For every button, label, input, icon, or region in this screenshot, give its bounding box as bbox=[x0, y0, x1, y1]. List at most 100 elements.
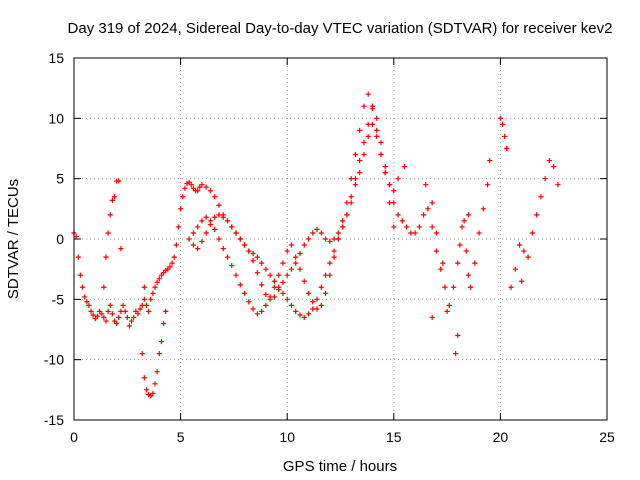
data-point bbox=[446, 302, 452, 308]
data-point bbox=[305, 236, 312, 242]
data-point bbox=[109, 197, 115, 203]
x-tick-label: 20 bbox=[493, 429, 509, 445]
data-point bbox=[280, 290, 286, 296]
data-point bbox=[186, 236, 192, 242]
data-point bbox=[504, 145, 510, 152]
data-point bbox=[399, 218, 405, 224]
data-point bbox=[154, 369, 160, 375]
data-point bbox=[340, 218, 346, 224]
data-point bbox=[103, 318, 109, 324]
series-spike-2h bbox=[101, 178, 122, 290]
data-point bbox=[284, 248, 290, 254]
data-point bbox=[101, 284, 107, 290]
data-point bbox=[124, 314, 130, 321]
data-point bbox=[472, 260, 478, 266]
data-point bbox=[131, 314, 137, 321]
data-point bbox=[305, 311, 312, 317]
data-point bbox=[254, 254, 260, 260]
y-tick-label: 5 bbox=[56, 171, 64, 187]
series-segment-20-23h bbox=[497, 115, 561, 290]
data-point bbox=[163, 308, 169, 314]
data-point bbox=[116, 178, 122, 184]
data-point bbox=[369, 103, 376, 109]
data-point bbox=[425, 206, 431, 212]
data-point bbox=[152, 284, 158, 290]
data-point bbox=[395, 212, 401, 218]
data-point bbox=[480, 206, 486, 212]
data-point bbox=[77, 272, 83, 278]
data-point bbox=[519, 278, 525, 284]
x-tick-label: 5 bbox=[177, 429, 185, 445]
data-point bbox=[128, 318, 135, 324]
data-point bbox=[455, 260, 461, 266]
data-point bbox=[361, 139, 367, 146]
data-points bbox=[71, 91, 561, 399]
data-point bbox=[322, 236, 329, 242]
data-point bbox=[150, 290, 156, 296]
data-point bbox=[156, 276, 162, 282]
series-segment-16-19h bbox=[429, 157, 493, 308]
data-point bbox=[331, 248, 337, 254]
data-point bbox=[182, 185, 188, 191]
data-point bbox=[288, 302, 295, 308]
data-point bbox=[120, 302, 126, 308]
data-point bbox=[280, 260, 286, 266]
data-point bbox=[459, 224, 465, 230]
data-point bbox=[348, 176, 354, 182]
data-point bbox=[352, 182, 359, 188]
data-point bbox=[357, 157, 363, 164]
data-point bbox=[212, 214, 218, 220]
data-point bbox=[195, 188, 201, 194]
data-point bbox=[199, 182, 205, 188]
data-point bbox=[276, 287, 282, 293]
series-dip-3.5h bbox=[139, 308, 169, 399]
data-point bbox=[331, 236, 337, 242]
data-point bbox=[344, 212, 350, 218]
data-point bbox=[403, 224, 410, 230]
data-point bbox=[442, 284, 448, 290]
data-point bbox=[310, 230, 316, 236]
data-point bbox=[169, 260, 175, 266]
data-point bbox=[107, 302, 113, 308]
data-point bbox=[365, 133, 371, 140]
data-point bbox=[178, 206, 184, 212]
data-point bbox=[276, 272, 282, 278]
x-tick-label: 15 bbox=[386, 429, 402, 445]
data-point bbox=[175, 224, 182, 230]
y-tick-label: 10 bbox=[48, 110, 64, 126]
data-point bbox=[203, 230, 209, 236]
data-point bbox=[305, 290, 312, 296]
data-point bbox=[203, 184, 209, 190]
data-point bbox=[141, 296, 147, 302]
data-point bbox=[508, 284, 514, 290]
data-point bbox=[386, 200, 393, 206]
x-axis-label: GPS time / hours bbox=[283, 458, 397, 475]
data-point bbox=[297, 312, 303, 318]
data-point bbox=[534, 212, 540, 218]
data-point bbox=[297, 266, 303, 272]
data-point bbox=[280, 279, 286, 286]
data-point bbox=[195, 224, 201, 230]
data-point bbox=[284, 296, 290, 302]
data-point bbox=[207, 221, 214, 228]
data-point bbox=[378, 139, 384, 146]
data-point bbox=[516, 242, 523, 248]
data-point bbox=[103, 254, 109, 260]
series-outliers bbox=[118, 145, 525, 357]
y-axis-label: SDTVAR / TECUs bbox=[5, 179, 22, 299]
data-point bbox=[90, 312, 96, 318]
data-point bbox=[203, 214, 209, 220]
data-point bbox=[301, 314, 307, 321]
data-point bbox=[254, 270, 260, 276]
data-point bbox=[348, 200, 354, 206]
data-point bbox=[327, 238, 333, 245]
data-point bbox=[246, 299, 252, 305]
data-point bbox=[212, 194, 218, 200]
data-point bbox=[361, 151, 367, 158]
data-point bbox=[288, 242, 295, 248]
data-point bbox=[369, 121, 376, 127]
data-point bbox=[322, 290, 329, 296]
data-point bbox=[499, 121, 506, 127]
data-point bbox=[457, 242, 463, 248]
data-point bbox=[340, 224, 346, 230]
